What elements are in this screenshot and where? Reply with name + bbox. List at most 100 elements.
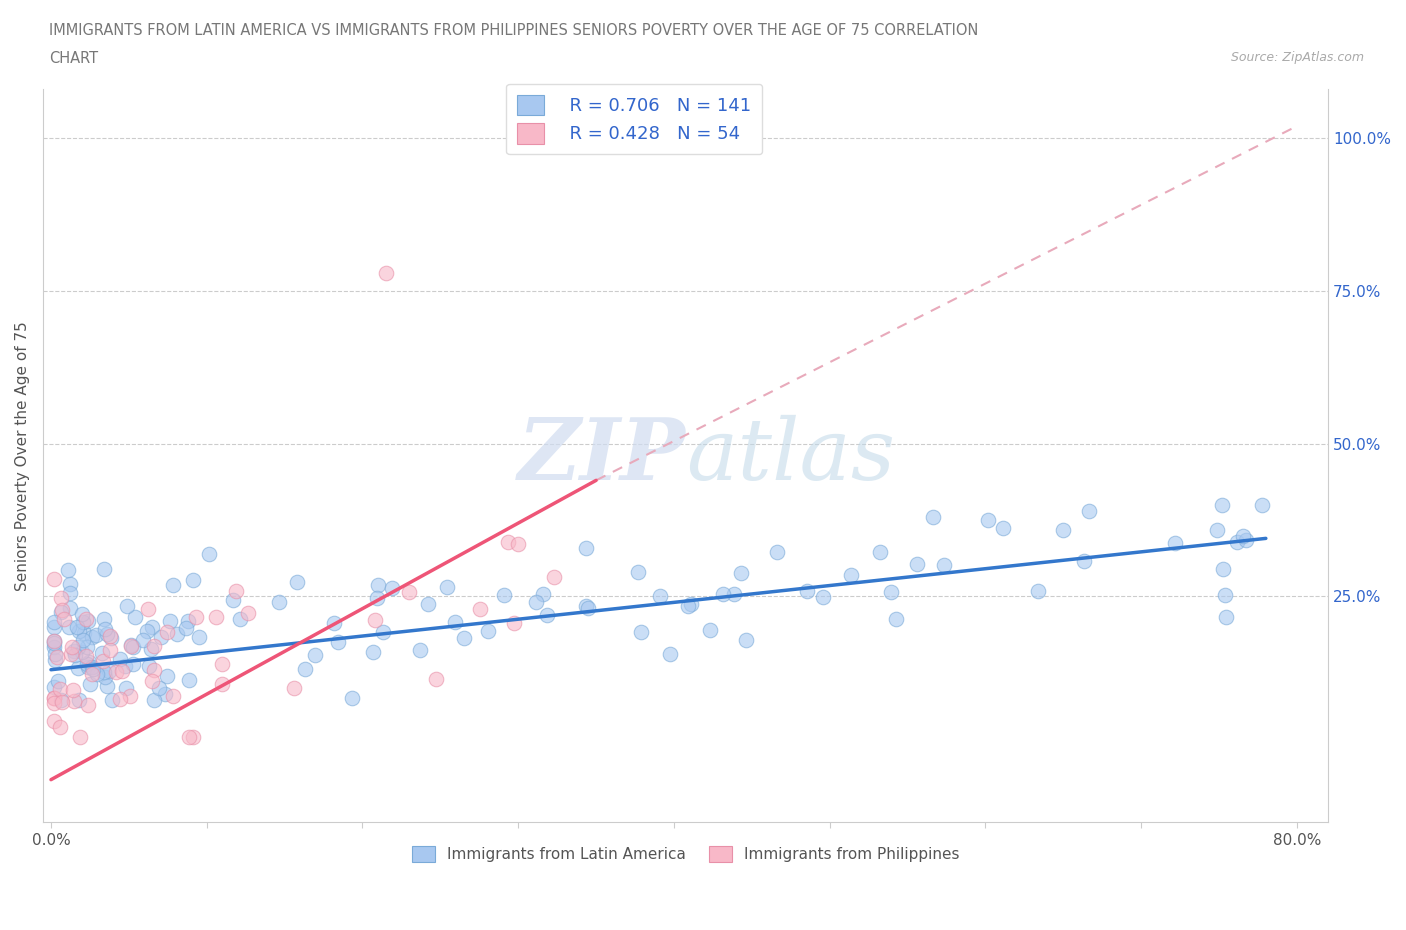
Y-axis label: Seniors Poverty Over the Age of 75: Seniors Poverty Over the Age of 75 — [15, 321, 30, 591]
Point — [267, 594, 290, 609]
Point — [162, 689, 184, 704]
Point — [96, 626, 118, 641]
Point — [150, 630, 173, 644]
Point — [630, 624, 652, 639]
Point — [79, 677, 101, 692]
Point — [1215, 587, 1237, 602]
Point — [110, 664, 132, 679]
Point — [62, 644, 84, 658]
Point — [42, 691, 65, 706]
Point — [93, 654, 115, 669]
Point — [304, 647, 326, 662]
Point — [294, 662, 316, 677]
Point — [115, 681, 138, 696]
Point — [93, 665, 115, 680]
Point — [51, 695, 73, 710]
Point — [77, 698, 100, 712]
Text: ZIP: ZIP — [517, 414, 686, 498]
Point — [711, 586, 734, 601]
Point — [142, 693, 165, 708]
Point — [364, 613, 387, 628]
Point — [381, 580, 404, 595]
Point — [148, 681, 170, 696]
Point — [880, 585, 903, 600]
Point — [46, 674, 69, 689]
Point — [100, 629, 122, 644]
Point — [42, 635, 65, 650]
Point — [49, 682, 72, 697]
Point — [105, 665, 128, 680]
Point — [141, 674, 163, 689]
Point — [42, 620, 65, 635]
Point — [46, 650, 69, 665]
Point — [44, 633, 66, 648]
Point — [75, 649, 97, 664]
Point — [136, 623, 159, 638]
Point — [723, 587, 745, 602]
Point — [177, 672, 200, 687]
Point — [93, 670, 115, 684]
Point — [699, 623, 721, 638]
Point — [96, 678, 118, 693]
Point — [443, 615, 465, 630]
Point — [42, 690, 65, 705]
Point — [79, 655, 101, 670]
Point — [100, 631, 122, 645]
Point — [177, 729, 200, 744]
Point — [576, 601, 599, 616]
Point — [285, 575, 308, 590]
Point — [77, 659, 100, 674]
Point — [361, 644, 384, 659]
Point — [398, 584, 420, 599]
Point — [181, 729, 204, 744]
Point — [59, 586, 82, 601]
Point — [342, 690, 364, 705]
Point — [176, 613, 198, 628]
Text: CHART: CHART — [49, 51, 98, 66]
Point — [65, 647, 87, 662]
Point — [82, 666, 104, 681]
Point — [1211, 498, 1233, 512]
Point — [222, 592, 245, 607]
Point — [143, 639, 166, 654]
Point — [94, 621, 117, 636]
Legend: Immigrants from Latin America, Immigrants from Philippines: Immigrants from Latin America, Immigrant… — [405, 839, 967, 870]
Point — [72, 645, 94, 660]
Point — [676, 598, 699, 613]
Point — [1163, 535, 1185, 550]
Point — [56, 563, 79, 578]
Text: Source: ZipAtlas.com: Source: ZipAtlas.com — [1230, 51, 1364, 64]
Point — [86, 667, 108, 682]
Point — [453, 631, 475, 645]
Point — [51, 591, 73, 605]
Point — [53, 611, 76, 626]
Point — [42, 680, 65, 695]
Point — [82, 659, 104, 674]
Point — [229, 612, 252, 627]
Point — [42, 695, 65, 710]
Point — [1250, 498, 1272, 512]
Point — [62, 693, 84, 708]
Point — [141, 642, 163, 657]
Point — [575, 599, 598, 614]
Point — [1234, 532, 1257, 547]
Point — [211, 657, 233, 671]
Point — [51, 603, 73, 618]
Point — [1073, 554, 1095, 569]
Point — [506, 536, 529, 551]
Point — [70, 606, 93, 621]
Point — [120, 638, 142, 653]
Point — [80, 630, 103, 644]
Point — [49, 605, 72, 620]
Point — [42, 571, 65, 586]
Point — [409, 643, 432, 658]
Point — [76, 614, 98, 629]
Point — [186, 610, 208, 625]
Point — [174, 621, 197, 636]
Point — [42, 713, 65, 728]
Point — [166, 627, 188, 642]
Point — [73, 626, 96, 641]
Point — [477, 623, 499, 638]
Point — [531, 587, 554, 602]
Point — [120, 637, 142, 652]
